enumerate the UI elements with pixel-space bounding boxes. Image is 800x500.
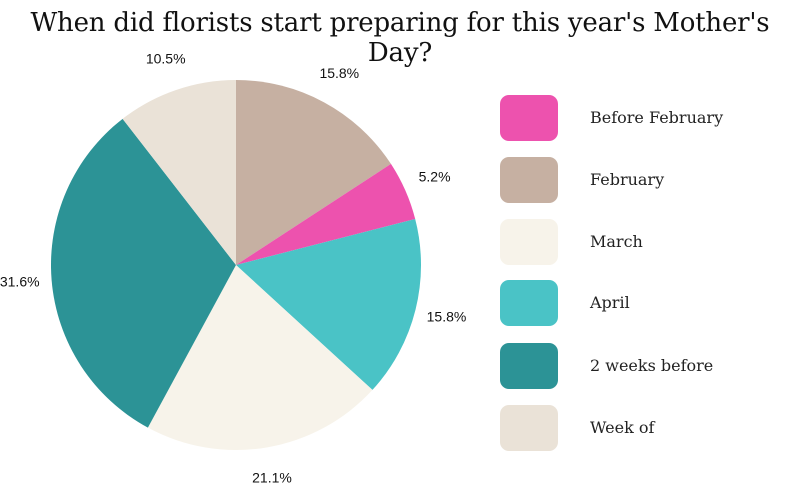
pie-labels: 15.8% 5.2% 15.8% 21.1% 31.6% 10.5% xyxy=(0,50,466,485)
pie-chart: 15.8% 5.2% 15.8% 21.1% 31.6% 10.5% xyxy=(0,50,466,485)
legend-item-2-weeks-before: 2 weeks before xyxy=(500,343,760,389)
pie-slice-march xyxy=(147,265,373,450)
pie-slice-2-weeks-before xyxy=(51,118,236,428)
legend-swatch xyxy=(500,157,558,203)
legend-label: February xyxy=(590,170,665,189)
legend-label: Week of xyxy=(590,418,655,437)
legend-label: March xyxy=(590,232,643,251)
legend-swatch xyxy=(500,343,558,389)
slice-value-label: 5.2% xyxy=(419,168,451,184)
slice-value-label: 21.1% xyxy=(252,470,292,486)
pie-slice-february xyxy=(236,80,391,265)
slice-value-label: 15.8% xyxy=(319,65,359,81)
slice-value-label: 15.8% xyxy=(427,308,467,324)
pie-slice-before-february xyxy=(236,163,416,265)
chart-title: When did florists start preparing for th… xyxy=(30,8,770,68)
slice-value-label: 10.5% xyxy=(146,50,186,66)
legend-label: April xyxy=(590,293,630,312)
legend-item-february: February xyxy=(500,157,760,203)
pie-slices xyxy=(51,80,422,450)
legend-swatch xyxy=(500,280,558,326)
legend-item-april: April xyxy=(500,280,760,326)
slice-value-label: 31.6% xyxy=(0,273,40,289)
legend-item-march: March xyxy=(500,219,760,265)
pie-slice-april xyxy=(236,218,422,390)
legend-swatch xyxy=(500,95,558,141)
legend-swatch xyxy=(500,405,558,451)
pie-slice-week-of xyxy=(122,80,236,265)
legend-item-before-february: Before February xyxy=(500,95,760,141)
legend-label: Before February xyxy=(590,108,724,127)
legend-label: 2 weeks before xyxy=(590,356,714,375)
legend-item-week-of: Week of xyxy=(500,405,760,451)
legend-swatch xyxy=(500,219,558,265)
